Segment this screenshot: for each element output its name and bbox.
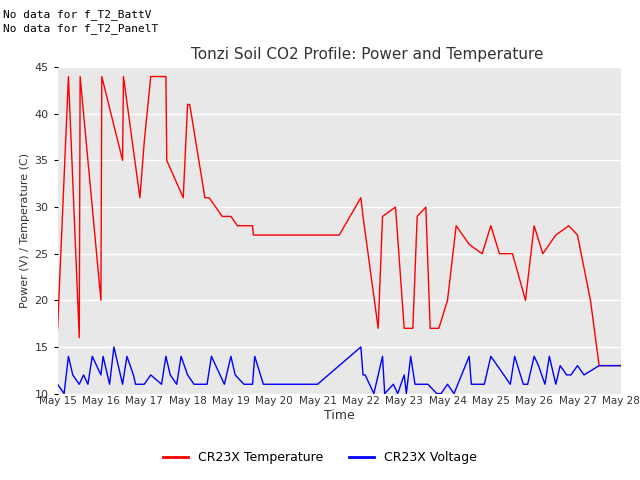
Text: No data for f_T2_BattV: No data for f_T2_BattV <box>3 9 152 20</box>
Text: No data for f_T2_PanelT: No data for f_T2_PanelT <box>3 23 159 34</box>
Y-axis label: Power (V) / Temperature (C): Power (V) / Temperature (C) <box>20 153 30 308</box>
Title: Tonzi Soil CO2 Profile: Power and Temperature: Tonzi Soil CO2 Profile: Power and Temper… <box>191 47 543 62</box>
Legend: CR23X Temperature, CR23X Voltage: CR23X Temperature, CR23X Voltage <box>159 446 481 469</box>
X-axis label: Time: Time <box>324 409 355 422</box>
